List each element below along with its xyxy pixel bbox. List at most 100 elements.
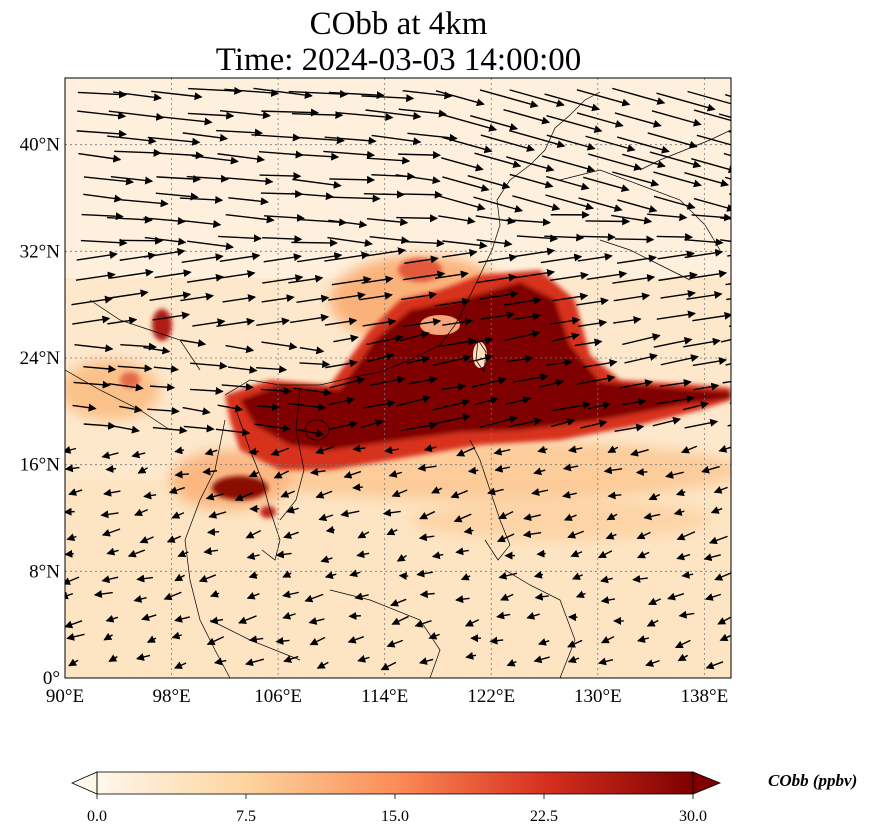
wind-arrow [101,575,119,584]
wind-arrow [134,508,149,517]
wind-arrow [386,639,404,648]
wind-arrow [369,235,410,245]
map-title: CObb at 4km [309,6,488,42]
wind-arrow [720,338,731,343]
wind-arrow [291,238,338,247]
wind-arrow [660,354,699,366]
wind-arrow [171,631,182,640]
wind-arrow [533,655,550,664]
wind-arrow [189,386,224,395]
wind-arrow [290,313,330,324]
wind-arrow [544,93,601,112]
wind-arrow [578,233,616,242]
wind-arrow [336,111,394,121]
wind-arrow [600,575,613,584]
wind-arrow [614,423,645,432]
wind-arrow [215,428,251,437]
wind-arrow [260,386,292,395]
wind-arrow [435,90,485,107]
wind-arrow [108,382,144,392]
wind-arrow [630,448,649,457]
wind-arrow [107,316,138,325]
wind-arrow [404,255,439,265]
wind-arrow [428,631,440,640]
wind-arrow [468,354,494,363]
wind-arrow [287,402,327,412]
wind-arrow [587,401,612,410]
wind-arrow [675,488,686,497]
wind-arrow [367,352,395,363]
wind-arrow [509,89,565,108]
wind-arrow [546,134,596,151]
wind-arrow [143,248,186,258]
wind-arrow [349,569,361,578]
wind-arrow [110,175,154,185]
wind-arrow [180,339,207,347]
wind-arrow [72,315,111,325]
wind-arrow [597,550,613,559]
wind-arrow [103,488,121,497]
wind-arrow [512,247,556,258]
wind-arrow [320,555,333,564]
wind-arrow [384,446,399,455]
wind-arrow [261,108,319,117]
wind-arrow [328,291,366,301]
wind-arrow [81,212,124,221]
wind-arrow [357,654,370,663]
wind-arrow [324,136,377,145]
wind-arrow [637,550,650,559]
wind-arrow [108,289,149,299]
wind-arrow [347,635,365,644]
wind-arrow [398,108,447,118]
wind-arrow [455,547,469,556]
wind-arrow [76,129,127,138]
wind-arrow [438,215,476,225]
wind-arrow [147,406,180,415]
wind-arrow [512,268,556,279]
wind-arrow [658,271,698,282]
wind-arrow [328,420,358,431]
wind-arrow [217,404,244,413]
wind-arrow [504,330,541,342]
wind-arrow [163,591,182,601]
wind-arrow [684,418,719,429]
wind-arrow [441,382,467,391]
wind-arrow [434,270,469,279]
wind-arrow [494,464,510,473]
gridlines [65,78,731,678]
wind-arrow [729,193,731,196]
wind-arrow [656,310,696,320]
lat-tick-label: 24°N [20,348,61,369]
wind-arrow [293,387,333,397]
wind-arrow [263,253,302,263]
wind-arrow [693,109,731,122]
wind-arrow [83,364,117,373]
wind-arrow [678,610,695,619]
wind-arrow [585,217,631,226]
wind-arrow [574,338,603,347]
wind-arrow [508,417,543,428]
wind-arrow [498,571,518,580]
wind-arrow [656,394,695,405]
wind-arrow [127,549,146,558]
wind-arrow [208,511,227,519]
wind-arrow [600,596,616,604]
wind-arrow [673,508,685,516]
wind-arrow [416,569,433,578]
wind-arrow [316,661,329,669]
wind-arrow [714,572,731,581]
wind-arrow [399,190,443,199]
wind-arrow [648,597,662,606]
wind-arrow [563,513,577,521]
wind-arrow [210,589,220,598]
wind-arrow [366,156,411,165]
wind-arrow [109,268,154,279]
wind-arrow [473,196,524,213]
wind-arrow [66,533,77,542]
wind-arrow [151,90,203,101]
wind-arrow [463,526,474,535]
wind-arrow [131,450,146,459]
wind-arrow [83,176,134,186]
wind-arrow [536,549,546,558]
wind-arrow [653,336,693,348]
